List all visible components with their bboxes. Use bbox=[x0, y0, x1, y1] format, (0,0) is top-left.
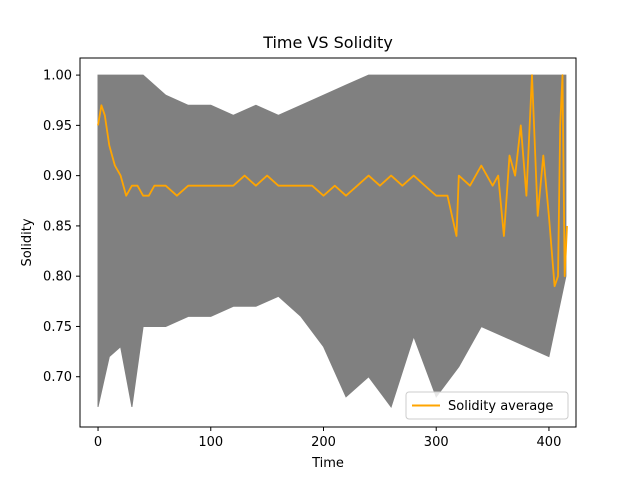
x-tick-label: 0 bbox=[94, 435, 102, 450]
y-axis-label: Solidity bbox=[20, 218, 35, 266]
chart-title: Time VS Solidity bbox=[262, 33, 393, 52]
y-tick-label: 0.85 bbox=[43, 219, 72, 234]
y-tick-label: 0.70 bbox=[43, 370, 72, 385]
x-axis: 0 100 200 300 400 bbox=[94, 427, 561, 450]
x-tick-label: 400 bbox=[537, 435, 562, 450]
x-axis-label: Time bbox=[311, 456, 344, 471]
series-line-solidity-average bbox=[97, 74, 568, 288]
legend-box bbox=[405, 391, 569, 420]
y-tick-label: 0.75 bbox=[43, 320, 72, 335]
axes-frame bbox=[79, 57, 577, 428]
y-axis: 0.70 0.75 0.80 0.85 0.90 0.95 1.00 bbox=[43, 69, 80, 385]
x-tick-label: 200 bbox=[311, 435, 336, 450]
y-tick-label: 1.00 bbox=[43, 69, 72, 84]
x-tick-label: 300 bbox=[424, 435, 449, 450]
y-tick-label: 0.90 bbox=[43, 169, 72, 184]
legend: Solidity average bbox=[405, 391, 569, 420]
min-max-band bbox=[97, 74, 567, 408]
x-tick-label: 100 bbox=[198, 435, 223, 450]
legend-label-solidity-average: Solidity average bbox=[448, 399, 553, 414]
y-tick-label: 0.95 bbox=[43, 119, 72, 134]
y-tick-label: 0.80 bbox=[43, 270, 72, 285]
plot-area bbox=[97, 74, 568, 408]
